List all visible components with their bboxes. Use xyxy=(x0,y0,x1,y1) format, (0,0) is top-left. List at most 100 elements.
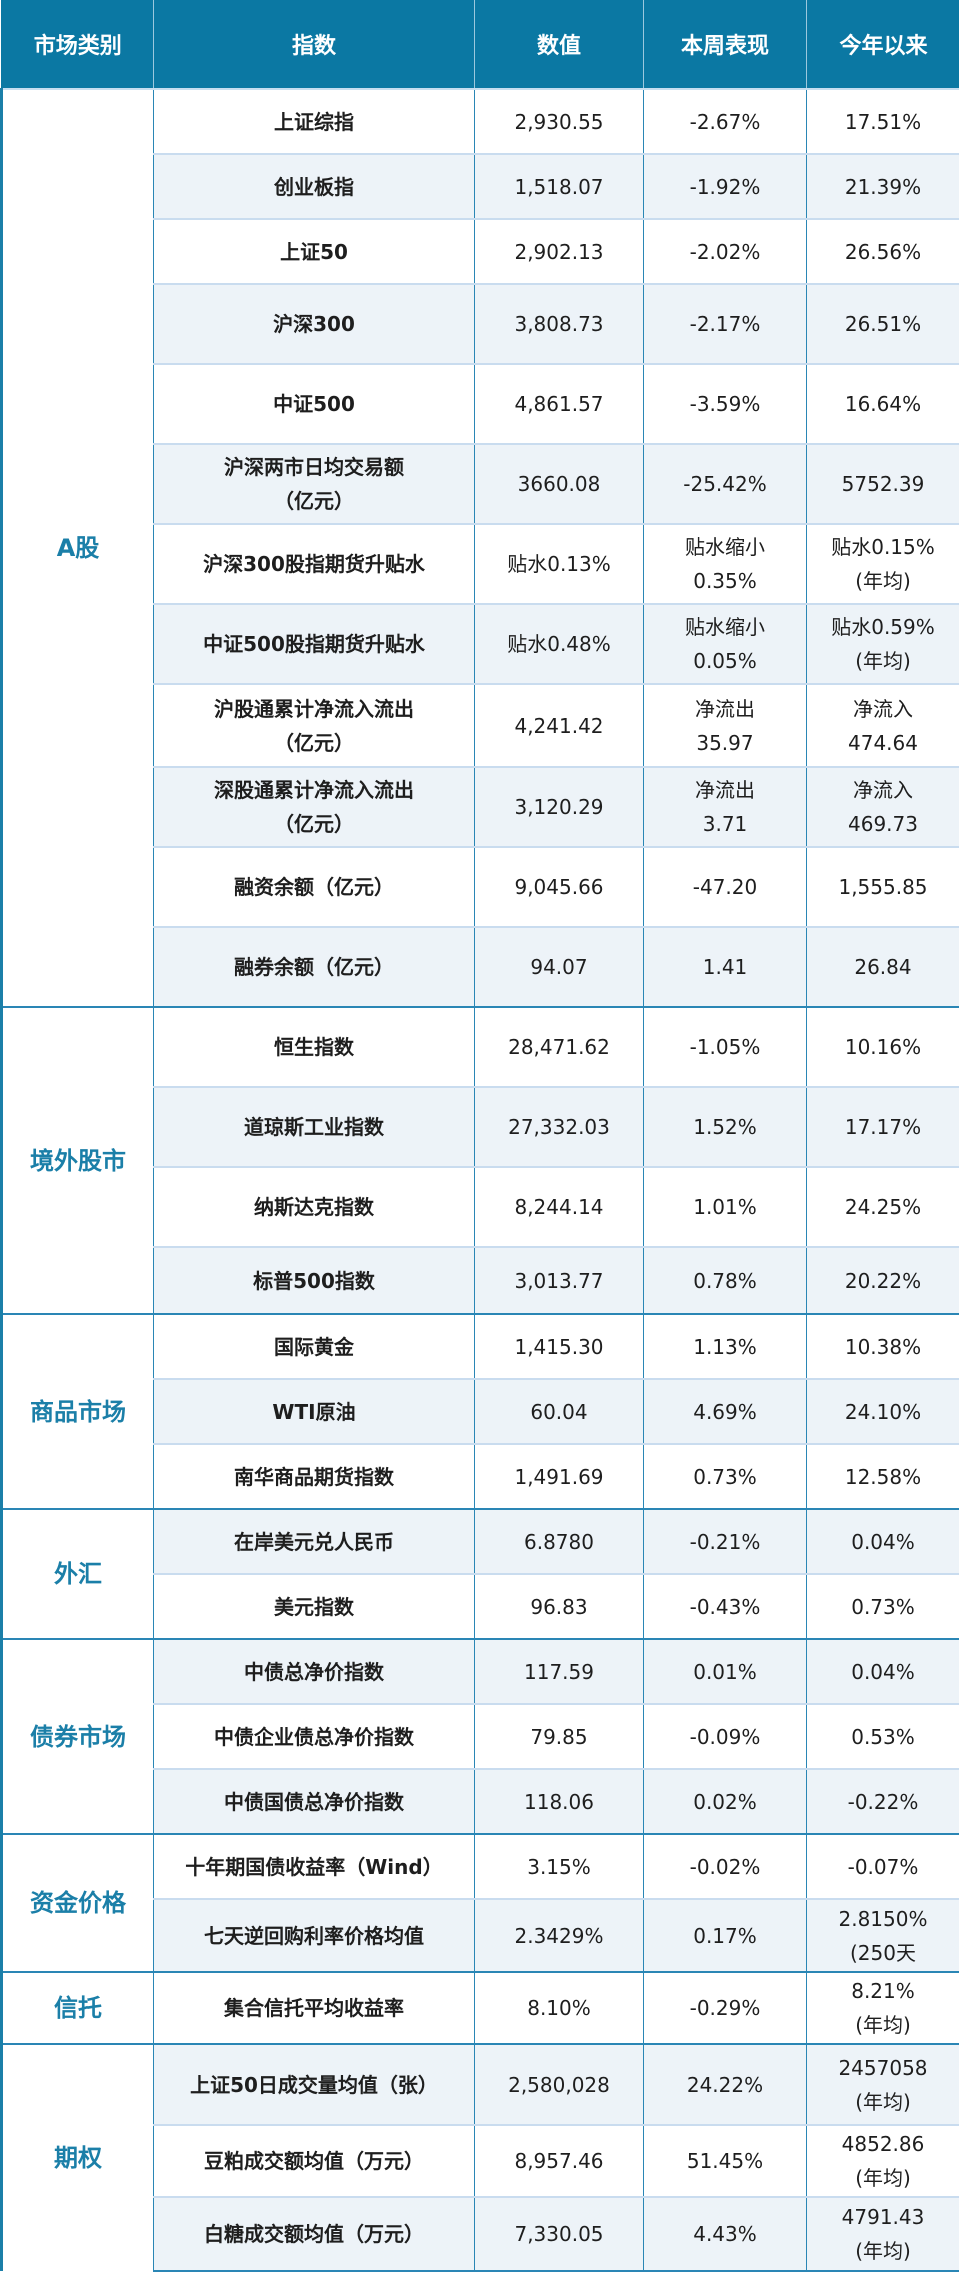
index-value-text: 4,861.57 xyxy=(477,387,641,421)
week-performance-text: -2.67% xyxy=(646,105,804,139)
ytd-performance-text: 24.25% xyxy=(809,1190,957,1224)
index-name-text: 标普500指数 xyxy=(156,1264,472,1298)
index-name-text: 白糖成交额均值（万元） xyxy=(156,2217,472,2251)
index-value: 27,332.03 xyxy=(475,1087,644,1167)
week-performance-text: -0.29% xyxy=(646,1991,804,2025)
ytd-performance: 1,555.85 xyxy=(807,847,959,927)
market-category: 信托 xyxy=(2,1972,154,2044)
week-performance: -2.67% xyxy=(644,89,807,154)
index-value-text: 3.15% xyxy=(477,1850,641,1884)
ytd-performance-text: 4791.43 (年均) xyxy=(809,2200,957,2268)
week-performance-text: 1.52% xyxy=(646,1110,804,1144)
week-performance-text: 0.01% xyxy=(646,1655,804,1689)
index-value-text: 贴水0.13% xyxy=(477,547,641,581)
ytd-performance-text: 2.8150% (250天 xyxy=(809,1902,957,1970)
index-name-text: 美元指数 xyxy=(156,1590,472,1624)
week-performance-text: -25.42% xyxy=(646,467,804,501)
index-name: 沪深300股指期货升贴水 xyxy=(154,524,475,604)
week-performance: 1.41 xyxy=(644,927,807,1007)
index-value: 8,957.46 xyxy=(475,2125,644,2197)
index-value-text: 3,808.73 xyxy=(477,307,641,341)
ytd-performance-text: 10.16% xyxy=(809,1030,957,1064)
week-performance-text: -2.02% xyxy=(646,235,804,269)
ytd-performance: 0.04% xyxy=(807,1639,959,1704)
index-name: 深股通累计净流入流出 （亿元） xyxy=(154,767,475,847)
ytd-performance-text: 12.58% xyxy=(809,1460,957,1494)
ytd-performance: -0.22% xyxy=(807,1769,959,1834)
ytd-performance: 5752.39 xyxy=(807,444,959,524)
week-performance: 贴水缩小 0.35% xyxy=(644,524,807,604)
week-performance-text: 51.45% xyxy=(646,2144,804,2178)
index-value: 94.07 xyxy=(475,927,644,1007)
index-name-text: 上证综指 xyxy=(156,105,472,139)
index-name: 沪股通累计净流入流出 （亿元） xyxy=(154,684,475,767)
market-category: 期权 xyxy=(2,2044,154,2271)
index-name-text: 深股通累计净流入流出 （亿元） xyxy=(156,773,472,841)
week-performance: 0.78% xyxy=(644,1247,807,1314)
index-name-text: 沪深300股指期货升贴水 xyxy=(156,547,472,581)
index-name: 沪深300 xyxy=(154,284,475,364)
ytd-performance: 4852.86 (年均) xyxy=(807,2125,959,2197)
index-value: 3,808.73 xyxy=(475,284,644,364)
ytd-performance-text: 8.21% (年均) xyxy=(809,1974,957,2042)
week-performance: -0.02% xyxy=(644,1834,807,1899)
week-performance-text: 贴水缩小 0.35% xyxy=(646,530,804,598)
ytd-performance-text: -0.22% xyxy=(809,1785,957,1819)
week-performance-text: 0.17% xyxy=(646,1919,804,1953)
index-value: 3.15% xyxy=(475,1834,644,1899)
ytd-performance-text: 17.17% xyxy=(809,1110,957,1144)
index-value-text: 2,580,028 xyxy=(477,2068,641,2102)
ytd-performance: 21.39% xyxy=(807,154,959,219)
index-name-text: 上证50 xyxy=(156,235,472,269)
ytd-performance: 0.53% xyxy=(807,1704,959,1769)
market-category: 资金价格 xyxy=(2,1834,154,1972)
index-name: 标普500指数 xyxy=(154,1247,475,1314)
ytd-performance: 10.38% xyxy=(807,1314,959,1379)
week-performance: 51.45% xyxy=(644,2125,807,2197)
week-performance: -2.17% xyxy=(644,284,807,364)
week-performance-text: 0.02% xyxy=(646,1785,804,1819)
index-name-text: 中证500 xyxy=(156,387,472,421)
ytd-performance: 8.21% (年均) xyxy=(807,1972,959,2044)
ytd-performance: 12.58% xyxy=(807,1444,959,1509)
index-value: 贴水0.48% xyxy=(475,604,644,684)
index-name: 中债企业债总净价指数 xyxy=(154,1704,475,1769)
week-performance-text: -0.21% xyxy=(646,1525,804,1559)
header-value: 数值 xyxy=(475,0,644,89)
week-performance: -1.05% xyxy=(644,1007,807,1087)
week-performance-text: 4.43% xyxy=(646,2217,804,2251)
index-value: 1,415.30 xyxy=(475,1314,644,1379)
index-name-text: 上证50日成交量均值（张） xyxy=(156,2068,472,2102)
index-name-text: 融资余额（亿元） xyxy=(156,870,472,904)
index-value: 4,861.57 xyxy=(475,364,644,444)
index-name-text: 沪深300 xyxy=(156,307,472,341)
index-name: 集合信托平均收益率 xyxy=(154,1972,475,2044)
week-performance-text: 0.73% xyxy=(646,1460,804,1494)
week-performance: 净流出 3.71 xyxy=(644,767,807,847)
index-value: 2,580,028 xyxy=(475,2044,644,2125)
ytd-performance-text: 16.64% xyxy=(809,387,957,421)
index-value: 8.10% xyxy=(475,1972,644,2044)
week-performance: -0.29% xyxy=(644,1972,807,2044)
index-name-text: 恒生指数 xyxy=(156,1030,472,1064)
header-ytd: 今年以来 xyxy=(807,0,959,89)
index-value: 117.59 xyxy=(475,1639,644,1704)
week-performance: -3.59% xyxy=(644,364,807,444)
index-name: 南华商品期货指数 xyxy=(154,1444,475,1509)
ytd-performance: 17.17% xyxy=(807,1087,959,1167)
index-value: 2.3429% xyxy=(475,1899,644,1972)
ytd-performance: 0.04% xyxy=(807,1509,959,1574)
index-name-text: 道琼斯工业指数 xyxy=(156,1110,472,1144)
week-performance: -0.09% xyxy=(644,1704,807,1769)
index-value-text: 27,332.03 xyxy=(477,1110,641,1144)
index-value: 60.04 xyxy=(475,1379,644,1444)
ytd-performance: 24.25% xyxy=(807,1167,959,1247)
index-name: 道琼斯工业指数 xyxy=(154,1087,475,1167)
week-performance: -0.43% xyxy=(644,1574,807,1639)
ytd-performance-text: 26.51% xyxy=(809,307,957,341)
index-value: 118.06 xyxy=(475,1769,644,1834)
week-performance: 0.17% xyxy=(644,1899,807,1972)
index-name: 中债国债总净价指数 xyxy=(154,1769,475,1834)
ytd-performance-text: -0.07% xyxy=(809,1850,957,1884)
week-performance: -1.92% xyxy=(644,154,807,219)
